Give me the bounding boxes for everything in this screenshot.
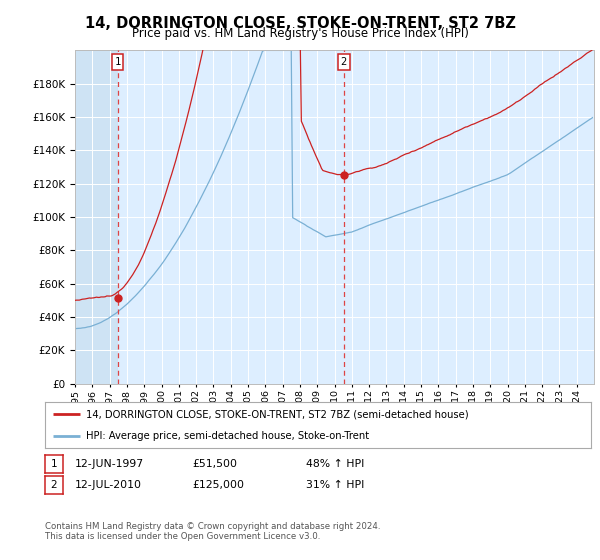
Text: 12-JUN-1997: 12-JUN-1997 bbox=[75, 459, 144, 469]
Text: £125,000: £125,000 bbox=[192, 480, 244, 490]
Text: 2: 2 bbox=[341, 57, 347, 67]
Text: 1: 1 bbox=[50, 459, 58, 469]
Text: 31% ↑ HPI: 31% ↑ HPI bbox=[306, 480, 364, 490]
Text: 1: 1 bbox=[115, 57, 121, 67]
Text: HPI: Average price, semi-detached house, Stoke-on-Trent: HPI: Average price, semi-detached house,… bbox=[86, 431, 369, 441]
Text: 48% ↑ HPI: 48% ↑ HPI bbox=[306, 459, 364, 469]
Text: 14, DORRINGTON CLOSE, STOKE-ON-TRENT, ST2 7BZ (semi-detached house): 14, DORRINGTON CLOSE, STOKE-ON-TRENT, ST… bbox=[86, 409, 469, 419]
Text: £51,500: £51,500 bbox=[192, 459, 237, 469]
Text: 14, DORRINGTON CLOSE, STOKE-ON-TRENT, ST2 7BZ: 14, DORRINGTON CLOSE, STOKE-ON-TRENT, ST… bbox=[85, 16, 515, 31]
Text: 2: 2 bbox=[50, 480, 58, 490]
Text: Contains HM Land Registry data © Crown copyright and database right 2024.
This d: Contains HM Land Registry data © Crown c… bbox=[45, 522, 380, 542]
Bar bbox=[75, 50, 118, 384]
Text: Price paid vs. HM Land Registry's House Price Index (HPI): Price paid vs. HM Land Registry's House … bbox=[131, 27, 469, 40]
Text: 12-JUL-2010: 12-JUL-2010 bbox=[75, 480, 142, 490]
